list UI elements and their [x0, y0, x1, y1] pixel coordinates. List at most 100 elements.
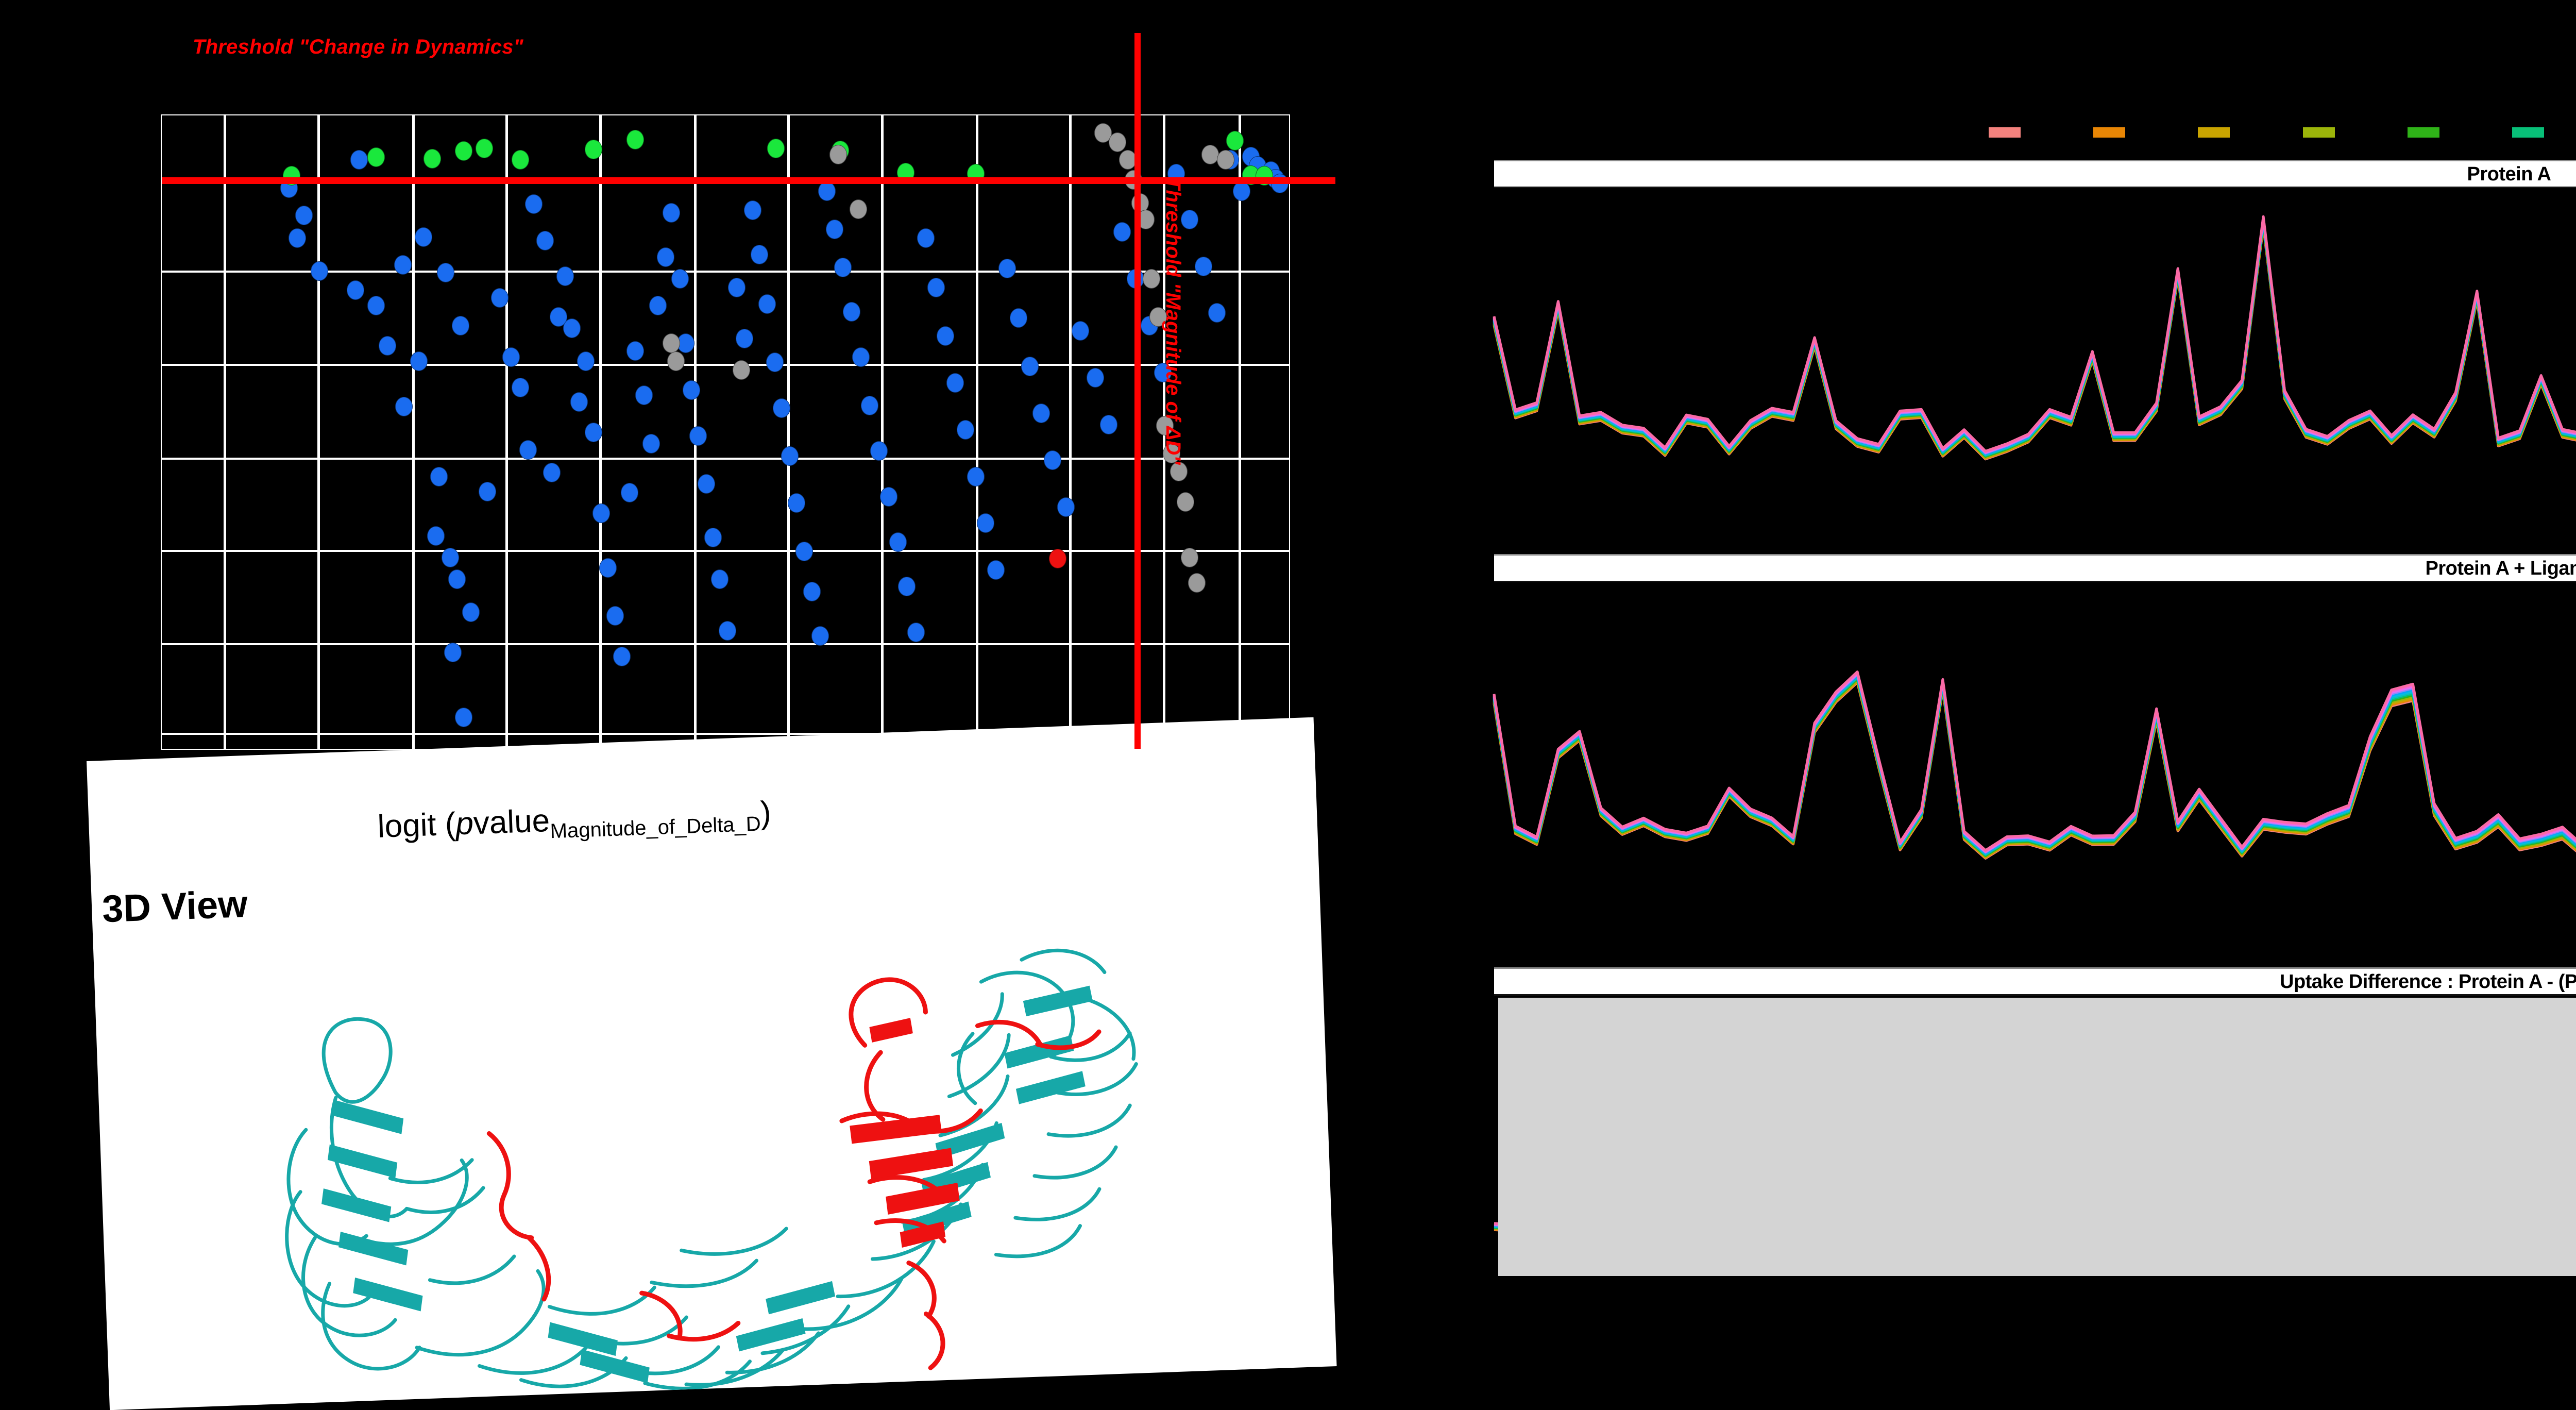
- volcano-datapoint[interactable]: [423, 148, 442, 169]
- volcano-datapoint[interactable]: [1072, 321, 1090, 341]
- volcano-datapoint[interactable]: [1154, 362, 1172, 382]
- volcano-datapoint[interactable]: [677, 333, 695, 354]
- volcano-datapoint[interactable]: [649, 295, 667, 315]
- volcano-datapoint[interactable]: [444, 643, 462, 663]
- volcano-datapoint[interactable]: [1057, 497, 1075, 517]
- volcano-datapoint[interactable]: [1009, 308, 1027, 328]
- volcano-datapoint[interactable]: [1109, 132, 1127, 152]
- volcano-datapoint[interactable]: [1143, 269, 1161, 289]
- volcano-datapoint[interactable]: [834, 257, 852, 277]
- volcano-datapoint[interactable]: [1208, 303, 1226, 323]
- volcano-datapoint[interactable]: [662, 333, 680, 354]
- volcano-datapoint[interactable]: [1049, 549, 1067, 569]
- volcano-datapoint[interactable]: [977, 513, 995, 533]
- volcano-datapoint[interactable]: [1021, 356, 1039, 376]
- volcano-datapoint[interactable]: [442, 547, 460, 567]
- volcano-datapoint[interactable]: [1149, 307, 1167, 327]
- volcano-datapoint[interactable]: [880, 486, 898, 507]
- volcano-datapoint[interactable]: [1226, 131, 1244, 151]
- volcano-datapoint[interactable]: [704, 527, 722, 547]
- volcano-datapoint[interactable]: [727, 278, 745, 298]
- volcano-datapoint[interactable]: [787, 493, 805, 513]
- volcano-datapoint[interactable]: [719, 621, 737, 641]
- volcano-datapoint[interactable]: [743, 200, 761, 221]
- uptake-difference-plot[interactable]: [1494, 998, 2576, 1276]
- volcano-datapoint[interactable]: [852, 347, 870, 367]
- uptake-traces-protein-a-ligand[interactable]: [1493, 585, 2576, 884]
- volcano-datapoint[interactable]: [850, 199, 868, 219]
- volcano-datapoint[interactable]: [1094, 123, 1112, 143]
- volcano-datapoint[interactable]: [898, 577, 916, 597]
- volcano-datapoint[interactable]: [843, 301, 861, 322]
- volcano-datapoint[interactable]: [861, 395, 879, 415]
- volcano-datapoint[interactable]: [1043, 450, 1061, 470]
- volcano-datapoint[interactable]: [917, 228, 935, 248]
- volcano-datapoint[interactable]: [1113, 222, 1131, 242]
- volcano-datapoint[interactable]: [448, 569, 466, 589]
- volcano-datapoint[interactable]: [987, 560, 1005, 580]
- volcano-datapoint[interactable]: [288, 228, 306, 248]
- volcano-datapoint[interactable]: [927, 278, 945, 298]
- volcano-datapoint[interactable]: [451, 316, 469, 336]
- volcano-datapoint[interactable]: [536, 231, 554, 251]
- volcano-datapoint[interactable]: [642, 433, 660, 454]
- volcano-datapoint[interactable]: [667, 351, 685, 371]
- volcano-datapoint[interactable]: [367, 147, 385, 167]
- volcano-datapoint[interactable]: [621, 483, 639, 503]
- volcano-datapoint[interactable]: [570, 392, 588, 412]
- legend-swatch[interactable]: [2407, 127, 2439, 138]
- volcano-datapoint[interactable]: [556, 266, 574, 287]
- volcano-datapoint[interactable]: [767, 138, 785, 158]
- legend-swatch[interactable]: [1989, 127, 2021, 138]
- legend-swatch[interactable]: [2198, 127, 2230, 138]
- volcano-datapoint[interactable]: [414, 227, 432, 247]
- volcano-datapoint[interactable]: [511, 378, 529, 398]
- volcano-datapoint[interactable]: [410, 351, 428, 371]
- volcano-datapoint[interactable]: [736, 328, 754, 348]
- volcano-datapoint[interactable]: [657, 247, 675, 267]
- volcano-datapoint[interactable]: [758, 294, 776, 314]
- volcano-datapoint[interactable]: [936, 326, 954, 346]
- volcano-datapoint[interactable]: [1119, 150, 1137, 170]
- volcano-datapoint[interactable]: [599, 558, 617, 578]
- volcano-datapoint[interactable]: [613, 646, 631, 666]
- volcano-datapoint[interactable]: [455, 707, 473, 727]
- legend-swatch[interactable]: [2093, 127, 2126, 138]
- volcano-datapoint[interactable]: [626, 129, 644, 149]
- legend-swatch[interactable]: [2512, 127, 2544, 138]
- volcano-datapoint[interactable]: [732, 360, 750, 380]
- volcano-datapoint[interactable]: [585, 422, 602, 442]
- volcano-datapoint[interactable]: [1181, 209, 1199, 229]
- volcano-datapoint[interactable]: [543, 463, 561, 483]
- protein-ribbon-viewer[interactable]: [175, 892, 1222, 1407]
- legend-swatch[interactable]: [2302, 127, 2335, 138]
- volcano-datapoint[interactable]: [475, 138, 493, 158]
- view3d-card[interactable]: logit (pvalueMagnitude_of_Delta_D) 3D Vi…: [87, 717, 1337, 1410]
- volcano-datapoint[interactable]: [427, 526, 445, 546]
- volcano-datapoint[interactable]: [781, 446, 799, 466]
- volcano-datapoint[interactable]: [998, 259, 1016, 279]
- volcano-datapoint[interactable]: [1032, 403, 1050, 423]
- volcano-datapoint[interactable]: [1201, 145, 1219, 165]
- volcano-datapoint[interactable]: [311, 261, 329, 281]
- volcano-datapoint[interactable]: [697, 474, 715, 494]
- volcano-datapoint[interactable]: [378, 336, 396, 356]
- volcano-datapoint[interactable]: [635, 385, 653, 406]
- volcano-datapoint[interactable]: [502, 347, 520, 367]
- volcano-datapoint[interactable]: [795, 541, 814, 561]
- volcano-datapoint[interactable]: [671, 269, 689, 289]
- volcano-datapoint[interactable]: [347, 280, 365, 300]
- volcano-datapoint[interactable]: [889, 532, 907, 552]
- volcano-datapoint[interactable]: [689, 426, 707, 446]
- volcano-datapoint[interactable]: [1156, 416, 1174, 436]
- volcano-datapoint[interactable]: [683, 380, 701, 400]
- volcano-datapoint[interactable]: [491, 288, 509, 308]
- volcano-datapoint[interactable]: [1194, 256, 1212, 276]
- volcano-datapoint[interactable]: [592, 503, 611, 523]
- volcano-datapoint[interactable]: [946, 373, 964, 393]
- timepoint-legend[interactable]: [1989, 127, 2576, 141]
- volcano-datapoint[interactable]: [394, 255, 412, 275]
- volcano-datapoint[interactable]: [766, 352, 784, 373]
- volcano-datapoint[interactable]: [1233, 181, 1251, 202]
- volcano-datapoint[interactable]: [462, 602, 480, 622]
